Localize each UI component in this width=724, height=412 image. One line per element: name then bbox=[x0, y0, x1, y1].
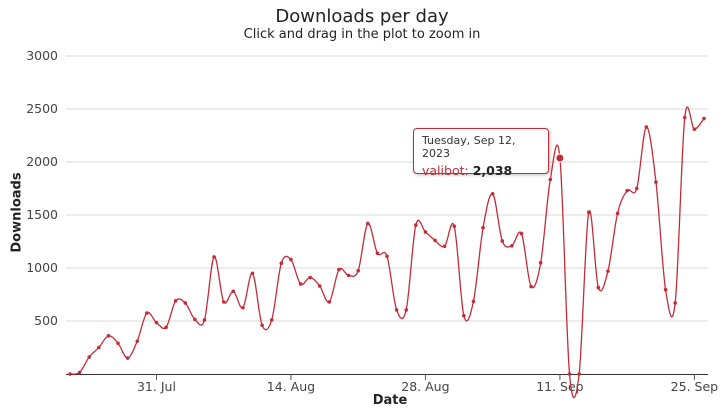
data-point bbox=[145, 311, 149, 315]
data-point bbox=[87, 355, 92, 359]
data-point bbox=[298, 282, 303, 286]
data-point bbox=[500, 239, 505, 243]
data-point bbox=[702, 116, 706, 121]
data-point bbox=[365, 221, 370, 226]
highlighted-point bbox=[555, 153, 565, 163]
data-point bbox=[135, 339, 140, 343]
data-point bbox=[375, 251, 380, 255]
y-tick-label: 1000 bbox=[26, 260, 58, 275]
x-tick-label: 31. Jul bbox=[137, 379, 176, 394]
data-point bbox=[116, 341, 120, 346]
data-point bbox=[596, 285, 601, 290]
data-point bbox=[606, 269, 610, 273]
tooltip-date: Tuesday, Sep 12, 2023 bbox=[422, 134, 516, 160]
data-point bbox=[462, 313, 466, 318]
data-point bbox=[289, 257, 293, 262]
data-point bbox=[625, 188, 629, 193]
data-point bbox=[346, 273, 351, 278]
data-point bbox=[97, 345, 101, 350]
data-point bbox=[692, 127, 697, 131]
data-point bbox=[202, 318, 207, 322]
data-point bbox=[394, 308, 399, 312]
data-point bbox=[260, 323, 264, 328]
data-point bbox=[125, 356, 130, 360]
x-tick-label: 25. Sep bbox=[671, 379, 718, 394]
y-tick-label: 3000 bbox=[26, 48, 58, 63]
chart-subtitle: Click and drag in the plot to zoom in bbox=[243, 27, 481, 42]
data-point bbox=[442, 244, 447, 249]
data-point bbox=[231, 289, 236, 294]
data-point bbox=[77, 370, 82, 375]
data-point bbox=[471, 299, 476, 304]
data-point bbox=[164, 325, 168, 330]
data-point bbox=[481, 225, 485, 230]
data-point bbox=[644, 125, 649, 129]
data-point bbox=[577, 372, 581, 376]
data-point bbox=[567, 372, 572, 376]
data-point bbox=[385, 254, 389, 259]
data-point bbox=[490, 192, 495, 196]
y-tick-label: 500 bbox=[34, 313, 58, 328]
x-axis-title: Date bbox=[372, 393, 408, 408]
data-point bbox=[308, 275, 312, 280]
data-point bbox=[269, 318, 274, 322]
data-point bbox=[654, 180, 658, 184]
data-point bbox=[586, 210, 591, 215]
data-point bbox=[183, 301, 188, 305]
tooltip: Tuesday, Sep 12, 2023 valibot: 2,038 bbox=[413, 128, 549, 178]
y-tick-label: 2500 bbox=[26, 101, 58, 116]
y-tick-label: 2000 bbox=[26, 154, 58, 169]
data-point bbox=[154, 320, 159, 325]
data-point bbox=[279, 261, 284, 266]
data-point bbox=[682, 115, 687, 120]
data-point bbox=[452, 224, 457, 228]
data-point bbox=[317, 284, 322, 288]
data-point bbox=[673, 301, 677, 305]
data-point bbox=[212, 255, 216, 259]
data-point bbox=[663, 287, 668, 292]
tooltip-series-name: valibot bbox=[422, 163, 465, 178]
data-point bbox=[404, 308, 409, 312]
x-tick-label: 14. Aug bbox=[267, 379, 315, 394]
data-point bbox=[250, 271, 255, 276]
tooltip-value: 2,038 bbox=[472, 163, 513, 178]
data-point bbox=[615, 211, 620, 216]
y-axis-title: Downloads bbox=[9, 172, 25, 253]
data-point bbox=[538, 260, 543, 265]
data-point bbox=[529, 284, 533, 289]
data-point bbox=[68, 372, 72, 376]
x-tick-label: 28. Aug bbox=[401, 379, 449, 394]
data-point bbox=[106, 334, 111, 338]
data-point bbox=[356, 268, 360, 273]
data-point bbox=[221, 300, 226, 304]
data-point bbox=[634, 186, 639, 191]
data-point bbox=[519, 231, 524, 236]
data-point bbox=[327, 300, 332, 304]
data-point bbox=[433, 238, 437, 243]
data-point bbox=[414, 223, 418, 227]
y-tick-label: 1500 bbox=[26, 207, 58, 222]
series-line-valibot bbox=[69, 106, 705, 399]
data-point bbox=[337, 267, 341, 272]
data-point bbox=[510, 243, 514, 248]
data-point bbox=[423, 230, 428, 234]
data-point bbox=[548, 177, 553, 182]
data-point bbox=[173, 299, 178, 303]
data-point bbox=[241, 305, 245, 310]
data-point bbox=[193, 317, 197, 322]
tooltip-separator: : bbox=[464, 163, 473, 178]
chart-title: Downloads per day bbox=[275, 6, 449, 27]
